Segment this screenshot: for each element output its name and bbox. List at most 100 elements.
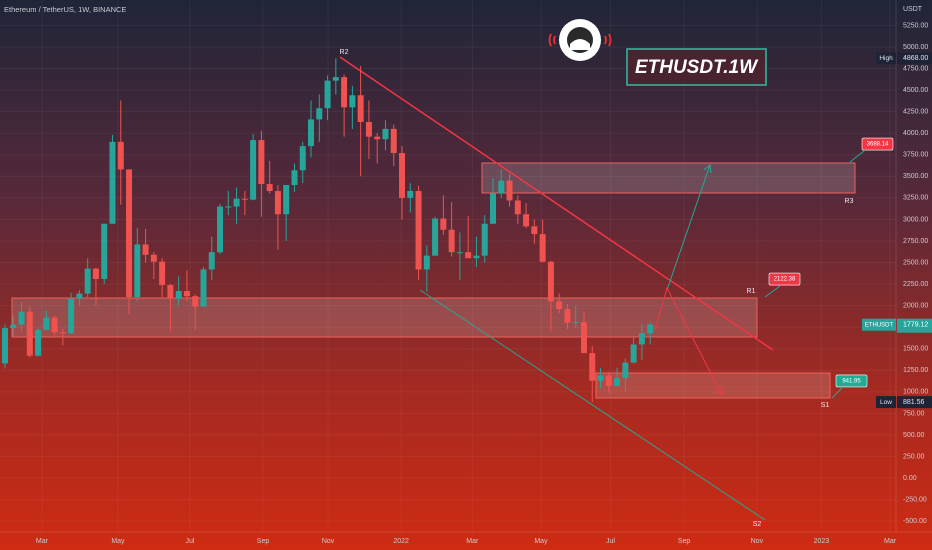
candle-body [440,218,447,230]
candle-body [605,375,612,386]
arrow [666,164,711,291]
candle-body [258,140,265,185]
y-tick-label: 1500.00 [903,346,928,353]
y-tick-label: 1000.00 [903,389,928,396]
candle-body [630,344,637,363]
candle-body [241,198,248,200]
candle-body [183,291,190,297]
candle-body [407,190,414,198]
candle-body [556,301,563,310]
y-tick-label: -250.00 [903,497,927,504]
level-label: R3 [845,198,854,205]
arrow [654,286,723,396]
y-tick-label: 3750.00 [903,152,928,159]
callout-line [764,285,781,298]
y-tick-label: 1250.00 [903,367,928,374]
candle-body [68,298,75,334]
candle-body [589,353,596,381]
candle-body [175,291,182,299]
marker-name: Low [880,399,892,406]
marker-name: High [879,55,893,62]
candle-body [614,378,621,386]
x-tick-label: Nov [751,538,764,545]
candle-body [308,119,315,147]
candle-body [382,128,389,140]
target-label: 941.95 [842,378,861,384]
y-tick-label: 2000.00 [903,303,928,310]
marker-value-box [897,52,932,65]
arrow-head [714,387,723,396]
y-tick-label: -500.00 [903,518,927,525]
level-label: S2 [753,521,762,528]
callout-line [831,387,843,399]
y-tick-label: 2250.00 [903,281,928,288]
candle-body [35,329,42,356]
candle-body [274,190,281,215]
y-tick-label: 4500.00 [903,87,928,94]
candle-body [233,198,240,207]
x-tick-label: Sep [678,538,691,545]
candle-body [374,136,381,140]
y-tick-label: 4750.00 [903,65,928,72]
zone [481,162,856,194]
candle-body [481,223,488,256]
chart-title: Ethereum / TetherUS, 1W, BINANCE [4,5,126,14]
candle-body [208,252,215,270]
candle-body [423,255,430,270]
y-tick-label: 5250.00 [903,22,928,29]
candle-body [564,309,571,323]
y-tick-label: 250.00 [903,453,925,460]
y-tick-label: 750.00 [903,410,925,417]
target-box [835,374,868,388]
marker-value-box [897,396,932,409]
candle-body [332,77,339,81]
candle-body [506,180,513,201]
candles [1,58,654,403]
candle-body [580,322,587,354]
y-tick-label: 2750.00 [903,238,928,245]
candle-body [390,128,397,154]
candle-body [489,193,496,224]
candle-body [51,317,58,333]
candle-body [432,218,439,256]
last-price-name-box [862,318,896,331]
candle-body [84,268,91,294]
candle-body [299,146,306,171]
candle-body [473,255,480,259]
y-tick-label: 0.00 [903,475,917,482]
candle-body [142,244,149,255]
level-label: R1 [747,288,756,295]
level-label: S1 [821,402,830,409]
zone [11,297,758,338]
candle-body [167,284,174,299]
candle-body [316,108,323,120]
candle-body [92,268,99,279]
x-tick-label: Mar [36,538,49,545]
x-tick-label: Mar [466,538,479,545]
axes: 5250.00 5000.00 4750.00 4500.00 4250.00 4000.… [36,22,932,545]
candle-body [539,234,546,262]
candle-body [18,311,25,325]
x-tick-label: Jul [606,538,615,545]
y-tick-label: 500.00 [903,432,925,439]
y-tick-label: 2500.00 [903,259,928,266]
candle-body [101,223,108,279]
candle-body [217,206,224,253]
candle-body [59,332,66,334]
candle-body [365,122,372,137]
candle-body [572,322,579,324]
target-label: 2122.38 [774,277,796,283]
candle-body [531,226,538,235]
candle-body [357,95,364,123]
marker-name-box [876,52,896,65]
candle-body [324,80,331,109]
callout-line [849,150,865,163]
level-label: R2 [340,49,349,56]
y-tick-label: 5000.00 [903,44,928,51]
target-box [768,272,801,286]
candle-body [250,140,257,200]
candle-body [266,184,273,191]
x-tick-label: May [111,538,125,545]
